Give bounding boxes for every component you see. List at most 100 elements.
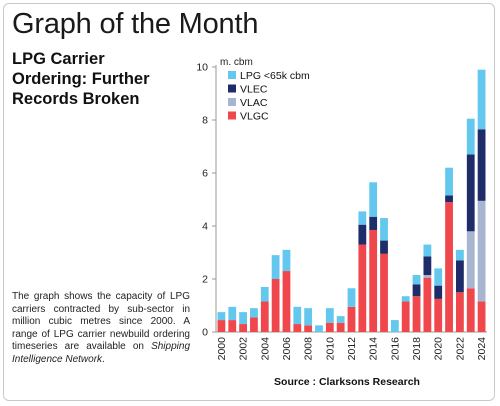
bar-segment [250, 308, 258, 318]
legend-swatch [228, 98, 236, 106]
description-body: The graph shows the capacity of LPG carr… [12, 291, 190, 353]
bar-segment [423, 256, 432, 276]
bar-segment [369, 182, 378, 217]
subtitle-line: Records Broken [12, 90, 140, 108]
bar-segment [445, 202, 453, 332]
bar-segment [315, 325, 323, 332]
x-tick-label: 2000 [216, 337, 228, 361]
bar-segment [293, 306, 302, 325]
y-tick-label: 2 [202, 274, 208, 286]
legend-swatch [228, 111, 236, 120]
bar-segment [282, 249, 291, 272]
bar-segment [412, 296, 421, 332]
bar-segment [466, 154, 475, 232]
bar-segment [304, 325, 313, 332]
x-tick-label: 2014 [368, 337, 380, 361]
x-tick-label: 2004 [259, 337, 271, 361]
bar-segment [380, 240, 388, 254]
bar-segment [455, 292, 464, 332]
bar-segment [358, 224, 367, 245]
bar-segment [445, 167, 453, 196]
bar-segment [228, 320, 237, 332]
bar-segment [434, 298, 443, 332]
y-axis-unit-label: m. cbm [220, 57, 253, 68]
bar-segment [239, 324, 248, 332]
bar-segment [455, 249, 464, 261]
x-tick-label: 2008 [303, 337, 315, 361]
bar-segment [369, 229, 378, 332]
bar-segment [477, 129, 486, 201]
legend-swatch [228, 84, 236, 93]
bar-segment [466, 118, 475, 155]
bar-segment [434, 268, 443, 286]
bar-segment [455, 260, 464, 293]
legend-label: VLGC [240, 111, 269, 123]
bar-segment [282, 271, 291, 332]
bar-segment [325, 322, 334, 332]
y-tick-label: 4 [202, 221, 208, 233]
bar-segment [358, 244, 367, 332]
y-tick-label: 10 [196, 62, 208, 74]
x-tick-label: 2018 [411, 337, 423, 361]
bar-segment [412, 275, 421, 285]
x-tick-label: 2020 [433, 337, 445, 361]
bar-segment [412, 284, 421, 297]
bar-segment [423, 275, 432, 278]
y-tick-label: 8 [202, 115, 208, 127]
bar-segment [466, 231, 475, 289]
bar-segment [228, 306, 237, 321]
bar-segment [250, 317, 258, 332]
bar-segment [336, 322, 345, 332]
bar-segment [347, 306, 356, 332]
x-tick-label: 2024 [476, 337, 488, 361]
bar-segment [477, 69, 486, 130]
bar-segment [358, 211, 367, 225]
subtitle-line: Ordering: Further [12, 70, 150, 88]
x-tick-label: 2002 [238, 337, 250, 361]
x-tick-label: 2016 [389, 337, 401, 361]
legend-swatch [228, 71, 236, 79]
bar-segment [401, 301, 410, 332]
x-tick-label: 2022 [454, 337, 466, 361]
x-tick-label: 2006 [281, 337, 293, 361]
bar-segment [271, 255, 280, 279]
bar-segment [423, 277, 432, 332]
bar-segment [347, 288, 356, 307]
shipping-intelligence-network-link[interactable]: Shipping Intelligence Network [12, 341, 190, 365]
bar-segment [466, 288, 475, 332]
bar-segment [380, 253, 388, 332]
plot-area: 0 2 4 6 8 10 m. cbm 2000 2002 2004 2006 2008 2010 201… [196, 57, 488, 360]
x-tick-label: 2010 [324, 337, 336, 361]
bar-segment [369, 216, 378, 230]
page-headline: Graph of the Month [12, 8, 259, 40]
bar-segment [271, 279, 280, 332]
bar-segment [217, 312, 226, 321]
legend-label: VLEC [240, 84, 268, 96]
bar-segment [401, 296, 410, 302]
article-subtitle: LPG Carrier Ordering: Further Records Br… [12, 49, 192, 109]
legend-label: LPG <65k cbm [240, 70, 310, 82]
legend-label: VLAC [240, 97, 268, 109]
bar-segment [260, 286, 269, 302]
bar-segment [293, 324, 302, 332]
bar-segment [304, 308, 313, 326]
bar-segment [434, 285, 443, 299]
description-text: The graph shows the capacity of LPG carr… [12, 291, 190, 367]
bar-segment [477, 301, 486, 332]
bar-segment [390, 320, 399, 332]
x-tick-label: 2012 [346, 337, 358, 361]
bar-segment [445, 195, 453, 203]
y-tick-label: 6 [202, 168, 208, 180]
y-tick-label: 0 [202, 327, 208, 339]
bar-segment [325, 308, 334, 323]
description-suffix: . [102, 353, 105, 365]
bar-segment [260, 301, 269, 332]
subtitle-line: LPG Carrier [12, 50, 105, 68]
bar-segment [239, 312, 248, 325]
bar-segment [217, 320, 226, 332]
graph-card [3, 3, 495, 401]
source-caption: Source : Clarksons Research [274, 376, 420, 388]
bar-segment [423, 244, 432, 257]
bar-segment [477, 200, 486, 302]
